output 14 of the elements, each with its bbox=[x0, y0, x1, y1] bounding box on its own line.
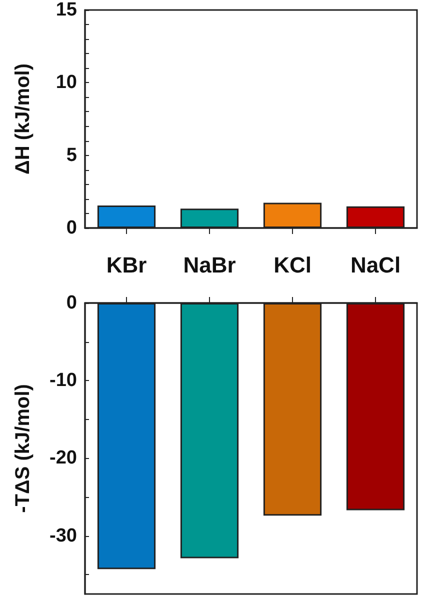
y-tick-label: 10 bbox=[56, 72, 77, 94]
x-tick-label: KCl bbox=[274, 252, 312, 278]
y-tick-label: -20 bbox=[50, 448, 77, 469]
y-tick-label: 0 bbox=[66, 218, 77, 238]
x-tick-label: NaCl bbox=[350, 252, 401, 278]
y-tick-label: 15 bbox=[56, 0, 78, 20]
y-axis-title: ΔH (kJ/mol) bbox=[12, 63, 34, 175]
x-tick-label: NaBr bbox=[183, 252, 236, 278]
y-tick-label: -30 bbox=[50, 525, 77, 546]
x-tick-label: KBr bbox=[106, 252, 148, 278]
y-tick-label: 5 bbox=[66, 144, 78, 166]
y-tick-label: 0 bbox=[66, 292, 77, 314]
y-axis-title: -TΔS (kJ/mol) bbox=[12, 384, 34, 513]
y-tick-label: -10 bbox=[50, 370, 77, 392]
